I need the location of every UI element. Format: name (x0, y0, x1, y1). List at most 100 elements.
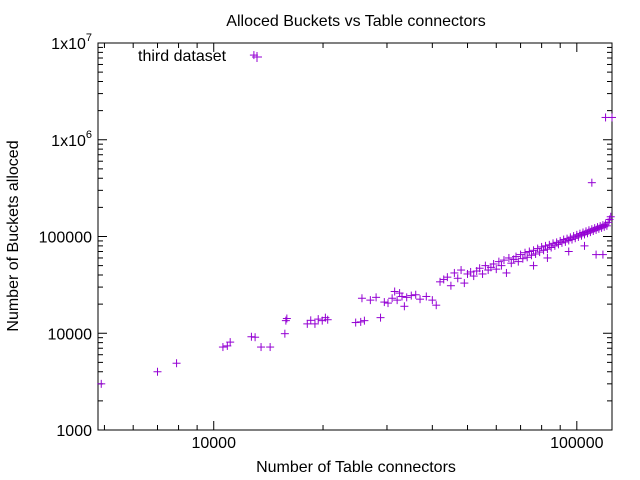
data-point (502, 268, 511, 277)
data-point (529, 261, 538, 270)
x-axis-title: Number of Table connectors (256, 459, 456, 476)
x-tick-label: 10000 (191, 435, 236, 452)
data-point (512, 252, 521, 261)
y-tick-label: 1000 (56, 423, 92, 440)
data-point (303, 319, 312, 328)
data-point (568, 235, 577, 244)
data-point (226, 338, 235, 347)
data-point (504, 253, 513, 262)
data-point (525, 247, 534, 256)
data-point (310, 319, 319, 328)
data-point (523, 253, 532, 262)
data-point (580, 241, 589, 250)
data-point (564, 247, 573, 256)
data-point (153, 367, 162, 376)
chart-title: Alloced Buckets vs Table connectors (226, 13, 485, 30)
data-points (97, 51, 616, 388)
data-point (499, 256, 508, 265)
data-point (97, 379, 106, 388)
data-point (407, 291, 416, 300)
data-point (539, 246, 548, 255)
data-point (514, 257, 523, 266)
data-point (541, 241, 550, 250)
data-point (251, 333, 260, 342)
data-point (592, 250, 601, 259)
data-point (280, 329, 289, 338)
data-point (422, 292, 431, 301)
y-tick-exponent: 7 (86, 32, 92, 44)
data-point (598, 250, 607, 259)
data-point (172, 359, 181, 368)
data-point (492, 265, 501, 274)
data-point (306, 316, 315, 325)
data-point (266, 343, 275, 352)
data-point (402, 293, 411, 302)
data-point (481, 261, 490, 270)
data-point (323, 315, 332, 324)
data-point (281, 316, 290, 325)
data-point (356, 317, 365, 326)
data-point (561, 237, 570, 246)
data-point (466, 267, 475, 276)
data-point (547, 243, 556, 252)
y-tick-label: 100000 (39, 230, 92, 247)
y-tick-label: 1x107 (51, 32, 92, 53)
data-point (416, 295, 425, 304)
data-point (602, 221, 611, 230)
data-point (533, 244, 542, 253)
y-tick-label: 10000 (48, 326, 93, 343)
data-point (314, 315, 323, 324)
data-point (554, 240, 563, 249)
data-point (457, 266, 466, 275)
data-point (366, 296, 375, 305)
y-axis-title: Number of Buckets alloced (5, 140, 22, 331)
data-point (475, 264, 484, 273)
y-axis: 1000 10000 100000 1x106 1x107 (39, 32, 612, 440)
data-point (543, 245, 552, 254)
data-point (218, 343, 227, 352)
data-point (384, 299, 393, 308)
data-point (497, 261, 506, 270)
data-point (411, 290, 420, 299)
data-point (357, 294, 366, 303)
data-point (518, 254, 527, 263)
data-point (527, 251, 536, 260)
data-point (478, 269, 487, 278)
data-point (360, 316, 369, 325)
data-point (563, 234, 572, 243)
data-point (446, 281, 455, 290)
data-point (443, 273, 452, 282)
data-point (351, 318, 360, 327)
data-point (531, 249, 540, 258)
data-point (537, 242, 546, 251)
data-point (432, 301, 441, 310)
data-point (376, 313, 385, 322)
legend-label: third dataset (138, 48, 227, 65)
data-point (388, 294, 397, 303)
data-point (393, 296, 402, 305)
data-point (529, 246, 538, 255)
data-point (257, 343, 266, 352)
data-point (380, 298, 389, 307)
data-point (397, 292, 406, 301)
data-point (372, 293, 381, 302)
data-point (428, 296, 437, 305)
y-tick-label: 1x106 (51, 129, 92, 150)
data-point (469, 272, 478, 281)
y-tick-exponent: 6 (86, 129, 92, 141)
x-tick-label: 100000 (550, 435, 603, 452)
data-point (494, 257, 503, 266)
data-point (587, 178, 596, 187)
data-point (453, 274, 462, 283)
data-point (450, 268, 459, 277)
data-point (400, 302, 409, 311)
data-point (489, 259, 498, 268)
x-axis: 10000 100000 (103, 43, 604, 452)
data-point (282, 314, 291, 323)
data-point (516, 250, 525, 259)
data-point (460, 279, 469, 288)
data-point (569, 232, 578, 241)
data-point (556, 236, 565, 245)
